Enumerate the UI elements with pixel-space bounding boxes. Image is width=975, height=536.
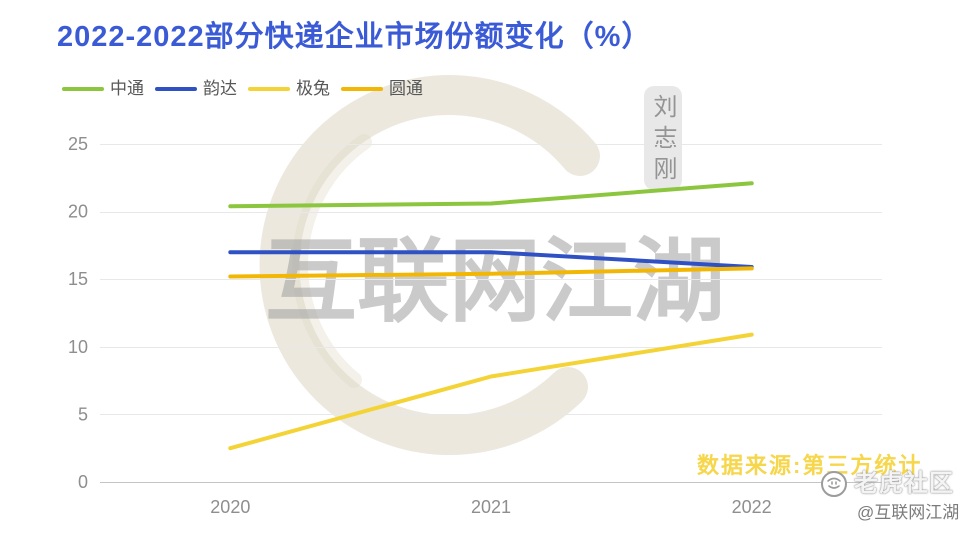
legend-swatch — [341, 87, 383, 91]
brush-circle-watermark — [259, 75, 600, 456]
chart-title: 2022-2022部分快递企业市场份额变化（%） — [57, 21, 652, 53]
watermark-layer: 互联网江湖 — [259, 75, 725, 456]
source-note: 数据来源:第三方统计 — [697, 453, 923, 478]
x-tick-label: 2020 — [210, 497, 250, 517]
x-tick-label: 2021 — [471, 497, 511, 517]
legend-swatch — [248, 87, 290, 91]
legend-item-jitu[interactable]: 极兔 — [248, 79, 330, 99]
author-handle: @互联网江湖 — [857, 503, 960, 522]
series-line-yto — [228, 266, 754, 279]
y-tick-label: 25 — [68, 134, 88, 154]
gridlines — [100, 144, 882, 483]
legend-swatch — [62, 87, 104, 91]
y-tick-label: 0 — [78, 472, 88, 492]
legend-label: 韵达 — [203, 79, 237, 98]
legend-label: 极兔 — [296, 79, 330, 98]
series-line-yunda — [228, 250, 754, 269]
main-watermark-text: 互联网江湖 — [265, 227, 725, 335]
y-axis-ticks: 0 5 10 15 20 25 — [68, 134, 88, 492]
legend-item-zto[interactable]: 中通 — [62, 79, 144, 99]
x-tick-label: 2022 — [732, 497, 772, 517]
legend-swatch — [155, 87, 197, 91]
tiger-logo-icon — [821, 471, 847, 497]
y-tick-label: 5 — [78, 404, 88, 424]
legend-label: 中通 — [110, 79, 144, 98]
community-watermark: 老虎社区 — [854, 470, 954, 497]
legend-item-yto[interactable]: 圆通 — [341, 79, 423, 99]
series-lines — [228, 181, 754, 451]
y-tick-label: 20 — [68, 202, 88, 222]
y-tick-label: 10 — [68, 337, 88, 357]
seal-watermark: 刘志刚 — [644, 86, 682, 190]
legend-item-yunda[interactable]: 韵达 — [155, 79, 237, 99]
legend-label: 圆通 — [389, 79, 423, 98]
legend: 中通 韵达 极兔 圆通 — [62, 79, 423, 99]
series-line-zto — [228, 181, 754, 209]
brush-circle-stroke — [292, 134, 372, 388]
x-axis-ticks: 2020 2021 2022 — [210, 497, 771, 517]
series-line-jitu — [228, 332, 754, 451]
y-tick-label: 15 — [68, 269, 88, 289]
